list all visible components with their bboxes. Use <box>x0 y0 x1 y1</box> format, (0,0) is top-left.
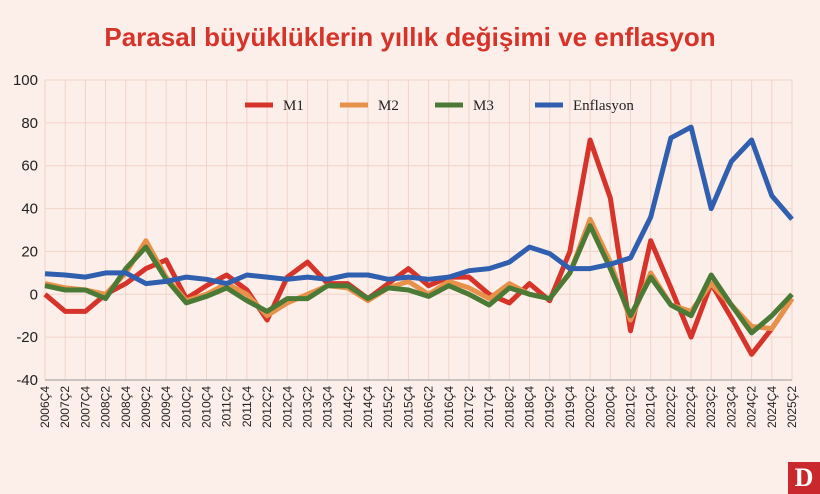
x-tick-label: 2024Ç4 <box>765 386 779 428</box>
x-tick-label: 2012Ç4 <box>280 386 294 428</box>
x-tick-label: 2011Ç2 <box>220 386 234 427</box>
chart-title: Parasal büyüklüklerin yıllık değişimi ve… <box>104 22 715 52</box>
x-tick-label: 2012Ç2 <box>260 386 274 428</box>
y-tick-label: 40 <box>21 201 38 218</box>
x-tick-label: 2009Ç4 <box>159 386 173 428</box>
x-tick-label: 2006Ç4 <box>38 386 52 428</box>
y-tick-label: 60 <box>21 158 38 175</box>
x-tick-label: 2025Ç2 <box>785 386 799 428</box>
y-tick-label: 80 <box>21 115 38 132</box>
x-tick-label: 2016Ç2 <box>422 386 436 428</box>
x-tick-label: 2014Ç4 <box>361 386 375 428</box>
x-tick-label: 2017Ç2 <box>462 386 476 428</box>
legend-label: M3 <box>473 98 494 114</box>
legend-label: M1 <box>283 98 304 114</box>
y-tick-label: 20 <box>21 243 38 260</box>
y-tick-label: -40 <box>16 372 38 389</box>
x-tick-label: 2018Ç2 <box>502 386 516 428</box>
x-tick-label: 2015Ç4 <box>401 386 415 428</box>
y-tick-label: -20 <box>16 329 38 346</box>
x-tick-label: 2007Ç4 <box>78 386 92 428</box>
x-tick-label: 2023Ç4 <box>724 386 738 428</box>
x-tick-label: 2011Ç4 <box>240 386 254 427</box>
x-tick-label: 2008Ç2 <box>99 386 113 428</box>
logo-box <box>788 462 820 494</box>
x-tick-label: 2024Ç2 <box>745 386 759 428</box>
legend-label: Enflasyon <box>573 98 634 114</box>
x-tick-label: 2018Ç4 <box>523 386 537 428</box>
legend-label: M2 <box>378 98 399 114</box>
x-tick-label: 2017Ç4 <box>482 386 496 428</box>
x-tick-label: 2008Ç4 <box>119 386 133 428</box>
x-tick-label: 2021Ç4 <box>644 386 658 428</box>
x-tick-label: 2016Ç4 <box>442 386 456 428</box>
x-tick-label: 2013Ç4 <box>321 386 335 428</box>
x-tick-label: 2013Ç2 <box>300 386 314 428</box>
x-tick-label: 2007Ç2 <box>58 386 72 428</box>
y-tick-label: 0 <box>30 286 38 303</box>
x-tick-label: 2014Ç2 <box>341 386 355 428</box>
x-tick-label: 2020Ç2 <box>583 386 597 428</box>
x-tick-label: 2010Ç2 <box>179 386 193 428</box>
x-tick-label: 2019Ç4 <box>563 386 577 428</box>
x-tick-label: 2022Ç4 <box>684 386 698 428</box>
x-tick-label: 2021Ç2 <box>623 386 637 428</box>
logo: D <box>795 463 814 492</box>
x-tick-label: 2023Ç2 <box>704 386 718 428</box>
x-tick-label: 2010Ç4 <box>200 386 214 428</box>
x-tick-label: 2009Ç2 <box>139 386 153 428</box>
x-tick-label: 2015Ç2 <box>381 386 395 428</box>
x-tick-label: 2020Ç4 <box>603 386 617 428</box>
x-tick-label: 2019Ç2 <box>543 386 557 428</box>
series-line <box>44 124 794 287</box>
y-tick-label: 100 <box>13 72 38 89</box>
x-tick-label: 2022Ç2 <box>664 386 678 428</box>
